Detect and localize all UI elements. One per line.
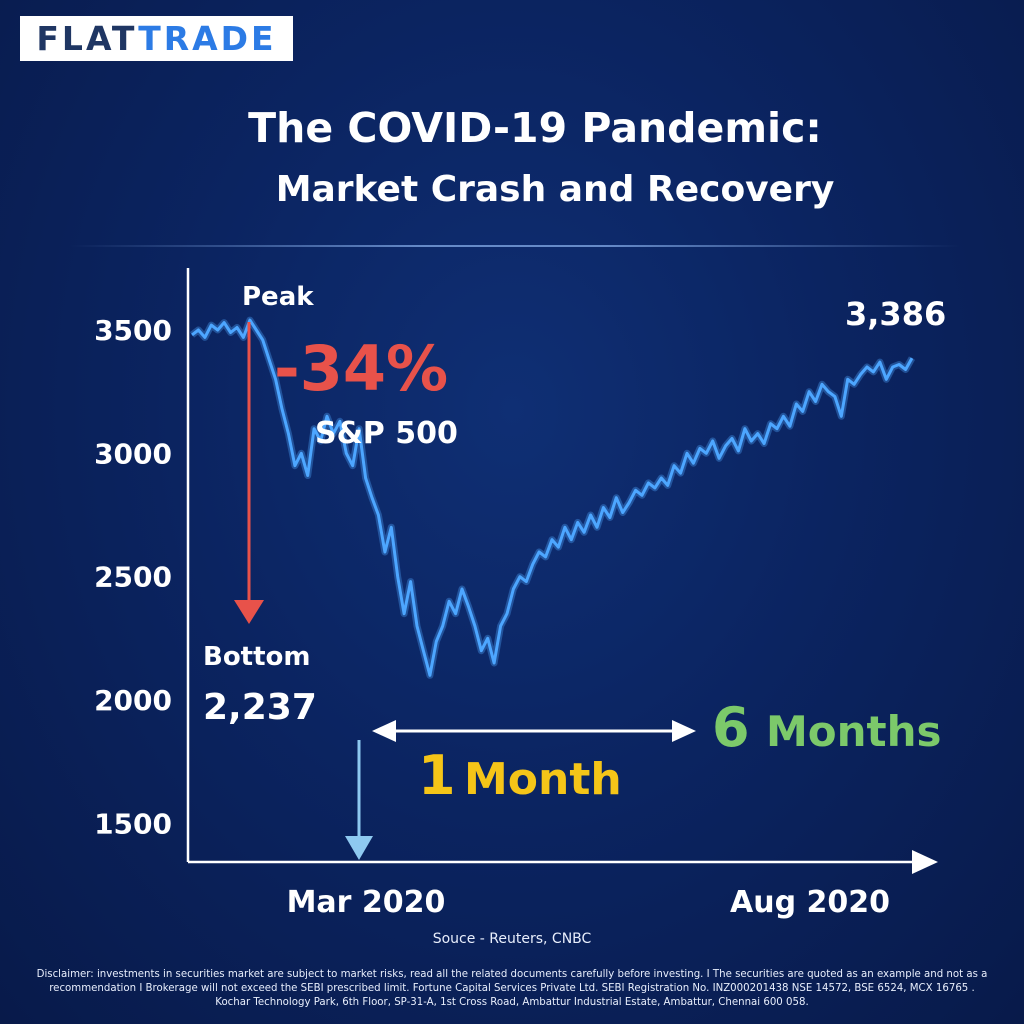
recovery-arrow-right-head	[672, 720, 696, 742]
x-label-end: Aug 2020	[730, 885, 890, 920]
six-months-word: Months	[766, 707, 942, 756]
page-title: The COVID-19 Pandemic:	[248, 104, 822, 152]
disclaimer: Disclaimer: investments in securities ma…	[36, 969, 988, 1008]
y-tick-label: 2000	[94, 684, 172, 717]
y-tick-label: 2500	[94, 561, 172, 594]
title-divider	[70, 245, 960, 247]
sp500-series	[189, 316, 916, 679]
bottom-label: Bottom	[203, 642, 311, 672]
series-line	[191, 318, 914, 677]
y-tick-labels: 3500 3000 2500 2000 1500	[94, 314, 172, 840]
drop-arrow-head	[234, 600, 264, 624]
end-value: 3,386	[845, 295, 946, 333]
flattrade-logo: FLATTRADE	[20, 16, 293, 61]
six-months-number: 6	[712, 696, 750, 759]
one-month-number: 1	[418, 744, 456, 807]
peak-label: Peak	[242, 282, 314, 312]
bottom-value: 2,237	[203, 687, 317, 728]
drop-percent: -34%	[274, 332, 448, 405]
y-tick-label: 1500	[94, 807, 172, 840]
one-month-word: Month	[464, 754, 622, 805]
page-subtitle: Market Crash and Recovery	[275, 169, 835, 210]
y-tick-label: 3000	[94, 437, 172, 470]
recovery-arrow-left-head	[372, 720, 396, 742]
logo-text-accent: TRADE	[138, 19, 277, 58]
bottom-arrow-head	[345, 836, 373, 860]
y-tick-label: 3500	[94, 314, 172, 347]
logo-text-main: FLAT	[36, 19, 139, 58]
source-note: Souce - Reuters, CNBC	[432, 931, 592, 947]
series-label: S&P 500	[315, 416, 458, 451]
x-label-start: Mar 2020	[287, 885, 446, 920]
x-axis-arrowhead	[912, 850, 938, 874]
logo-text: FLATTRADE	[36, 19, 276, 58]
